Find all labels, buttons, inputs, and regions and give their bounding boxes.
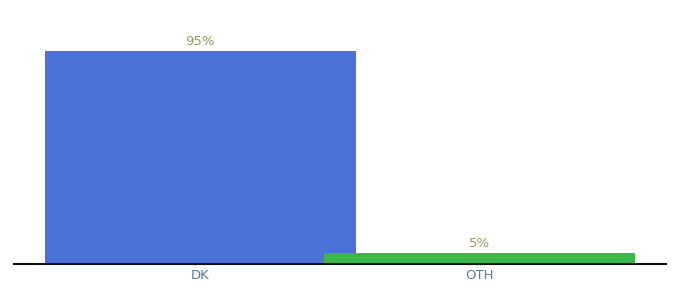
- Bar: [45, 51, 356, 264]
- Bar: [324, 253, 635, 264]
- Text: 95%: 95%: [186, 35, 215, 48]
- Text: 5%: 5%: [469, 237, 490, 250]
